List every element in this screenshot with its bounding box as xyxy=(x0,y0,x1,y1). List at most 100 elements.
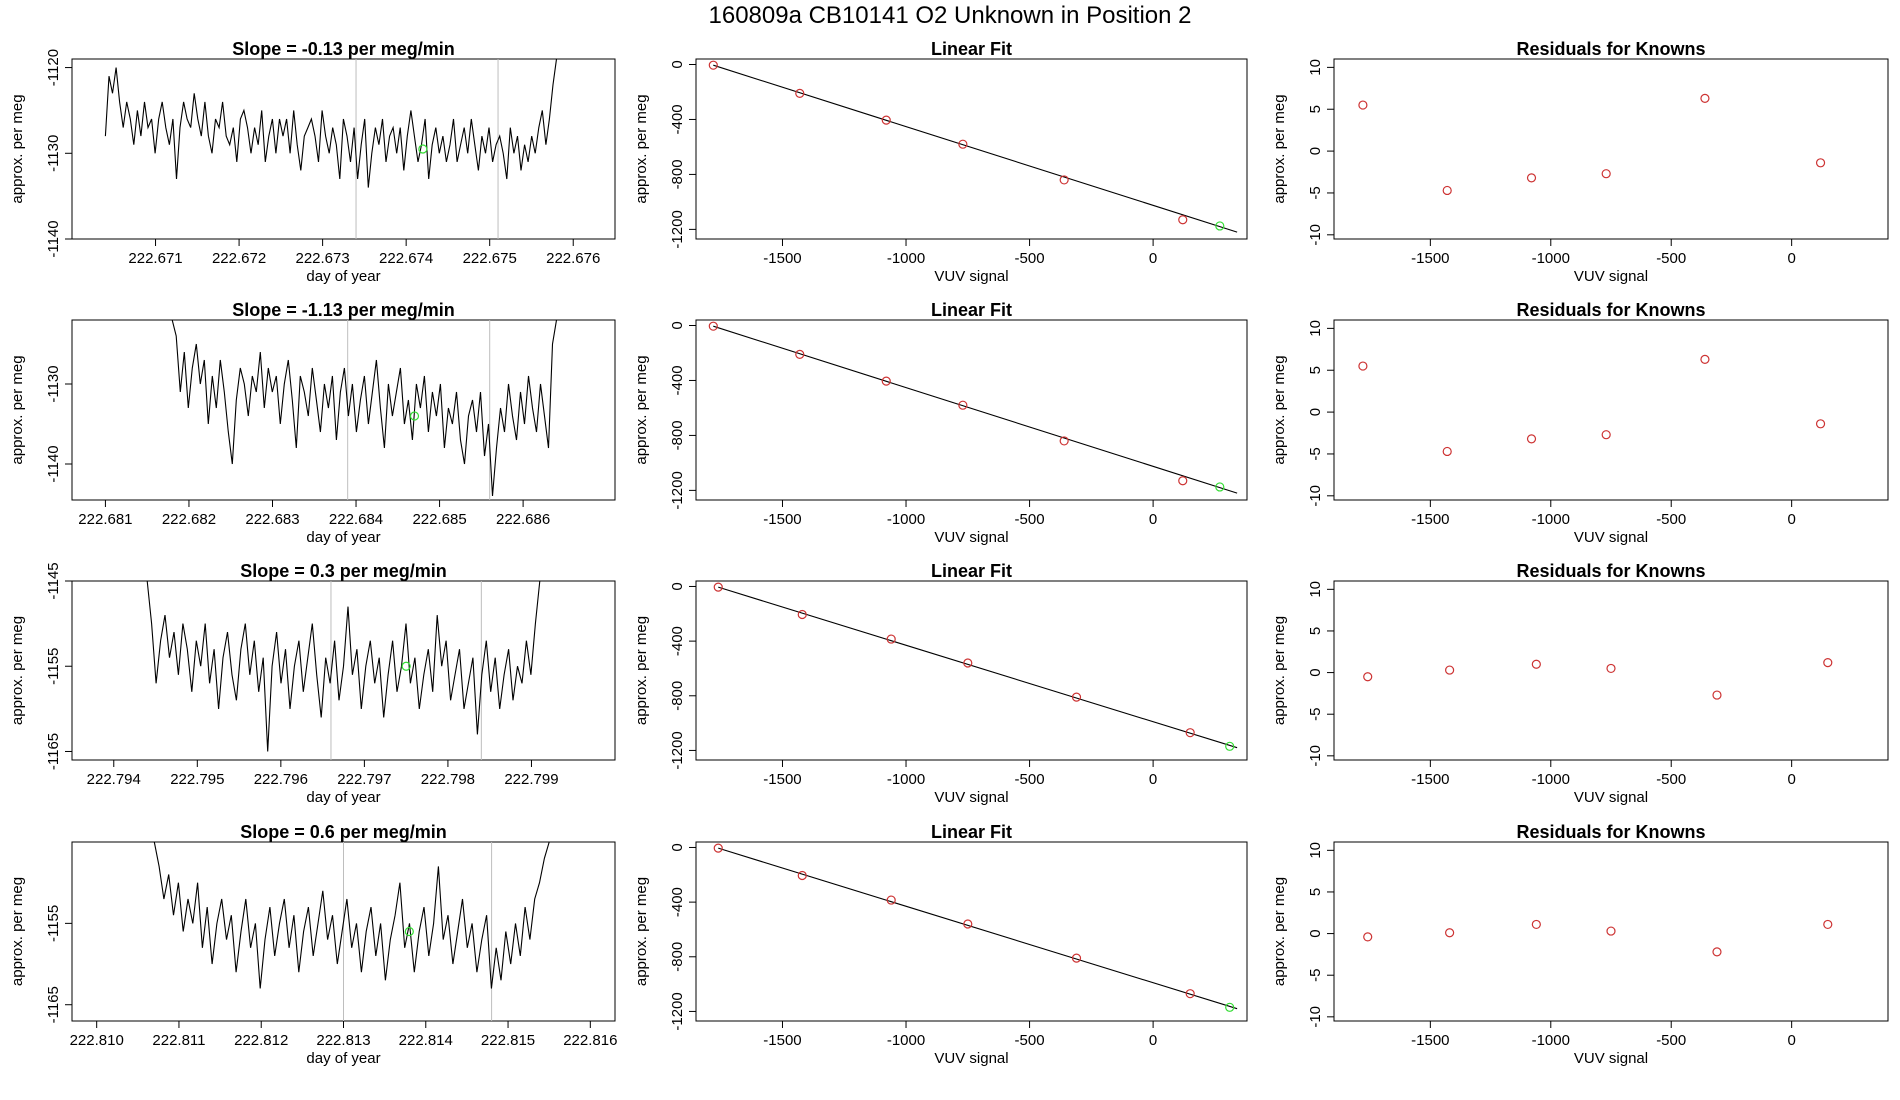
known-point xyxy=(963,919,973,929)
known-point xyxy=(795,88,805,98)
x-tick-label: 222.672 xyxy=(212,250,266,267)
known-point xyxy=(795,349,805,359)
page-title: 160809a CB10141 O2 Unknown in Position 2 xyxy=(708,2,1192,29)
x-tick-label: -1000 xyxy=(1532,1032,1570,1049)
y-tick-label: 10 xyxy=(1307,581,1324,598)
plot-frame xyxy=(1333,319,1889,501)
x-tick-label: 222.816 xyxy=(563,1032,617,1049)
known-point xyxy=(886,634,896,644)
x-tick-label: -500 xyxy=(1656,250,1686,267)
y-tick-label: -1165 xyxy=(45,986,62,1023)
unknown-point xyxy=(409,411,420,421)
x-tick-label: 0 xyxy=(1787,511,1795,528)
known-point xyxy=(1178,476,1188,486)
y-tick-label: -400 xyxy=(669,365,686,395)
residual-point xyxy=(1712,947,1722,957)
y-tick-label: -800 xyxy=(669,942,686,972)
y-tick-label: 0 xyxy=(1307,408,1324,416)
x-axis-label: VUV signal xyxy=(1574,529,1648,546)
x-axis-label: VUV signal xyxy=(934,529,1008,546)
plot-frame xyxy=(695,841,1248,1022)
y-tick-label: -1155 xyxy=(45,648,62,685)
x-tick-label: -1500 xyxy=(763,250,801,267)
y-tick-label: -1130 xyxy=(45,365,62,402)
x-tick-label: -500 xyxy=(1656,511,1686,528)
y-axis-label: approx. per meg xyxy=(1271,355,1288,464)
x-tick-label: -1500 xyxy=(763,511,801,528)
residual-point xyxy=(1712,690,1722,700)
chart-title: Slope = -0.13 per meg/min xyxy=(232,39,455,59)
known-point xyxy=(1071,692,1082,702)
x-tick-label: -500 xyxy=(1015,511,1045,528)
y-tick-label: 10 xyxy=(1307,320,1324,337)
x-tick-label: -1000 xyxy=(887,1032,925,1049)
known-point xyxy=(708,60,718,70)
x-tick-label: -500 xyxy=(1015,1032,1045,1049)
x-tick-label: -1000 xyxy=(887,250,925,267)
known-point xyxy=(881,376,891,386)
y-tick-label: -10 xyxy=(1307,745,1324,767)
known-point xyxy=(958,400,968,410)
fit-line xyxy=(718,586,1238,749)
x-tick-label: -1500 xyxy=(1411,250,1449,267)
residual-point xyxy=(1531,659,1541,669)
y-tick-label: 0 xyxy=(1307,668,1324,676)
y-tick-label: -1145 xyxy=(45,562,62,599)
y-tick-label: 0 xyxy=(669,60,686,68)
known-point xyxy=(886,895,896,905)
y-tick-label: -800 xyxy=(669,159,686,189)
known-point xyxy=(958,139,968,149)
plot-frame xyxy=(1333,58,1889,240)
known-point xyxy=(1071,953,1082,963)
unknown-point xyxy=(1215,482,1225,492)
y-axis-label: approx. per meg xyxy=(9,616,26,725)
x-tick-label: 0 xyxy=(1787,250,1795,267)
x-tick-label: -500 xyxy=(1015,250,1045,267)
residual-point xyxy=(1606,926,1616,936)
y-tick-label: -800 xyxy=(669,420,686,450)
unknown-point xyxy=(1225,741,1235,751)
x-tick-label: 0 xyxy=(1787,771,1795,788)
y-tick-label: -10 xyxy=(1307,224,1324,246)
x-tick-label: -500 xyxy=(1656,771,1686,788)
y-tick-label: 5 xyxy=(1307,888,1324,896)
y-axis-label: approx. per meg xyxy=(9,94,26,203)
y-tick-label: 10 xyxy=(1307,842,1324,859)
y-tick-label: -10 xyxy=(1307,1006,1324,1028)
y-tick-label: -1155 xyxy=(45,905,62,942)
x-tick-label: 0 xyxy=(1149,511,1157,528)
residual-point xyxy=(1442,185,1452,196)
plot-frame xyxy=(1333,841,1889,1022)
y-axis-label: approx. per meg xyxy=(1271,616,1288,725)
known-point xyxy=(881,115,891,125)
x-tick-label: -1000 xyxy=(1532,771,1570,788)
x-tick-label: 222.674 xyxy=(379,250,433,267)
x-tick-label: 222.799 xyxy=(504,771,558,788)
x-tick-label: -500 xyxy=(1656,1032,1686,1049)
y-tick-label: 5 xyxy=(1307,627,1324,635)
known-point xyxy=(1185,728,1195,738)
x-axis-label: VUV signal xyxy=(1574,268,1648,285)
x-tick-label: 222.797 xyxy=(337,771,391,788)
known-point xyxy=(797,609,807,620)
x-axis-label: VUV signal xyxy=(1574,1050,1648,1067)
series-line xyxy=(104,58,558,188)
y-axis-label: approx. per meg xyxy=(633,355,650,464)
y-tick-label: -800 xyxy=(669,681,686,711)
y-axis-label: approx. per meg xyxy=(633,877,650,986)
y-axis-label: approx. per meg xyxy=(9,877,26,986)
residual-point xyxy=(1531,919,1541,930)
x-axis-label: day of year xyxy=(306,1050,380,1067)
y-tick-label: 0 xyxy=(669,582,686,590)
known-point xyxy=(1059,175,1069,185)
chart-title: Slope = 0.3 per meg/min xyxy=(240,561,447,581)
residual-point xyxy=(1526,173,1537,183)
residual-point xyxy=(1363,932,1373,942)
x-tick-label: 0 xyxy=(1149,1032,1157,1049)
y-tick-label: 0 xyxy=(669,321,686,329)
residual-point xyxy=(1601,430,1611,440)
residual-point xyxy=(1442,446,1452,457)
y-tick-label: -400 xyxy=(669,104,686,134)
unknown-point xyxy=(1215,221,1225,231)
